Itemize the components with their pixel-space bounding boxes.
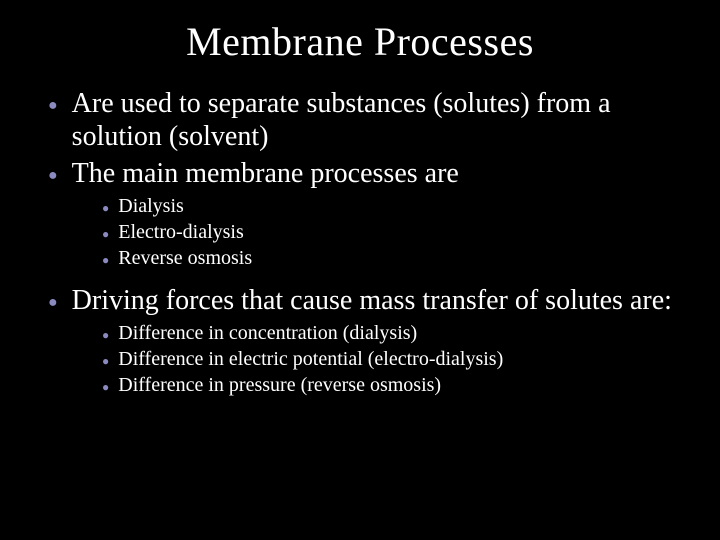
bullet-text: Driving forces that cause mass transfer …	[72, 284, 680, 317]
bullet-text: Reverse osmosis	[118, 246, 680, 271]
bullet-level2: ● Difference in electric potential (elec…	[102, 347, 680, 372]
slide-title: Membrane Processes	[40, 18, 680, 65]
bullet-icon: ●	[102, 328, 109, 343]
slide: Membrane Processes ● Are used to separat…	[0, 0, 720, 540]
bullet-text: Difference in concentration (dialysis)	[118, 321, 680, 346]
bullet-level1: ● Are used to separate substances (solut…	[48, 87, 680, 153]
bullet-icon: ●	[48, 294, 58, 313]
bullet-level1: ● The main membrane processes are	[48, 157, 680, 190]
bullet-text: Electro-dialysis	[118, 220, 680, 245]
bullet-text: Are used to separate substances (solutes…	[72, 87, 680, 153]
bullet-level2: ● Reverse osmosis	[102, 246, 680, 271]
bullet-text: Difference in electric potential (electr…	[118, 347, 680, 372]
bullet-text: Difference in pressure (reverse osmosis)	[118, 373, 680, 398]
bullet-level2: ● Difference in pressure (reverse osmosi…	[102, 373, 680, 398]
bullet-level1: ● Driving forces that cause mass transfe…	[48, 284, 680, 317]
spacer	[40, 272, 680, 284]
bullet-icon: ●	[48, 97, 58, 116]
bullet-text: Dialysis	[118, 194, 680, 219]
bullet-icon: ●	[102, 354, 109, 369]
bullet-icon: ●	[102, 253, 109, 268]
bullet-icon: ●	[102, 201, 109, 216]
bullet-icon: ●	[102, 380, 109, 395]
bullet-icon: ●	[102, 227, 109, 242]
bullet-level2: ● Difference in concentration (dialysis)	[102, 321, 680, 346]
bullet-level2: ● Electro-dialysis	[102, 220, 680, 245]
bullet-icon: ●	[48, 167, 58, 186]
bullet-level2: ● Dialysis	[102, 194, 680, 219]
bullet-text: The main membrane processes are	[72, 157, 680, 190]
